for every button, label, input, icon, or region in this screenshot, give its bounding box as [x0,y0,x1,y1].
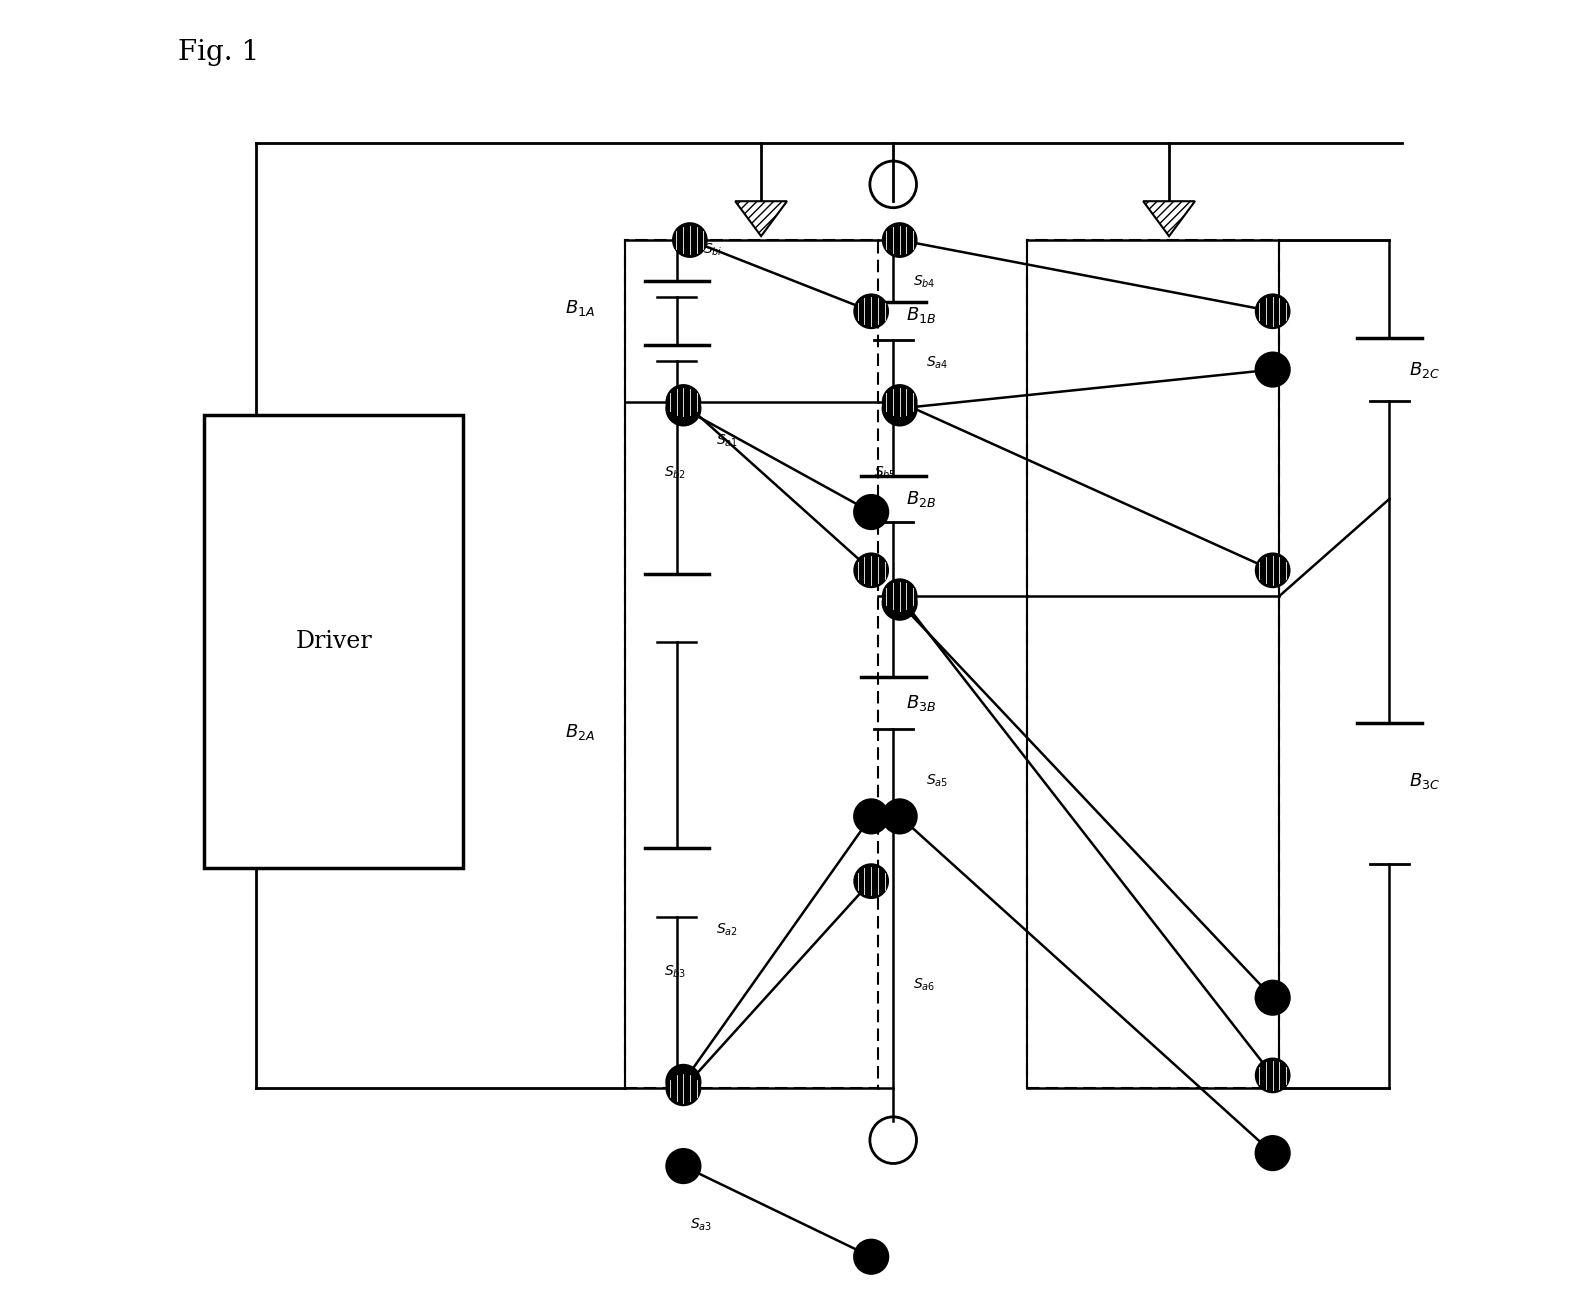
Polygon shape [735,202,787,236]
Circle shape [1256,1136,1289,1170]
Circle shape [883,224,916,257]
Circle shape [666,1149,700,1183]
Circle shape [883,586,916,619]
Text: $S_{a3}$: $S_{a3}$ [689,1216,711,1233]
Circle shape [1256,980,1289,1014]
Bar [1026,240,1280,1088]
Circle shape [674,224,707,257]
Circle shape [883,580,916,613]
Circle shape [855,864,888,898]
Text: $B_{1B}$: $B_{1B}$ [907,305,937,325]
Text: $B_{3B}$: $B_{3B}$ [907,692,937,713]
Text: Fig. 1: Fig. 1 [178,39,260,67]
Text: $S_{a4}$: $S_{a4}$ [926,355,948,372]
Text: $B_{3C}$: $B_{3C}$ [1409,771,1440,791]
Text: $S_{bi}$: $S_{bi}$ [704,242,722,258]
Circle shape [855,554,888,588]
Text: $B_{2C}$: $B_{2C}$ [1409,360,1440,380]
Circle shape [1256,295,1289,329]
Text: $S_{a5}$: $S_{a5}$ [926,772,948,789]
Circle shape [883,391,916,425]
Text: $S_{a2}$: $S_{a2}$ [716,922,738,939]
Text: $S_{b2}$: $S_{b2}$ [664,465,686,482]
Text: $B_{1A}$: $B_{1A}$ [565,298,595,318]
Circle shape [855,495,888,529]
Text: $S_{b5}$: $S_{b5}$ [874,465,896,482]
Text: $B_{2B}$: $B_{2B}$ [907,490,937,509]
Bar [625,240,878,1088]
Circle shape [666,1066,700,1098]
Circle shape [883,800,916,834]
Text: $S_{a6}$: $S_{a6}$ [913,977,935,994]
Circle shape [883,385,916,419]
Circle shape [855,800,888,834]
Circle shape [1256,352,1289,386]
Text: $S_{b3}$: $S_{b3}$ [664,963,686,980]
Circle shape [666,385,700,419]
Circle shape [1256,554,1289,588]
Text: $B_{2A}$: $B_{2A}$ [565,723,595,742]
Circle shape [855,1240,888,1274]
Text: $S_{a1}$: $S_{a1}$ [716,432,738,449]
Circle shape [666,1072,700,1105]
Text: $S_{b6}$: $S_{b6}$ [874,814,896,831]
Circle shape [855,295,888,329]
Circle shape [666,391,700,425]
Text: $S_{b4}$: $S_{b4}$ [913,274,935,291]
Circle shape [1256,1059,1289,1092]
Polygon shape [1143,202,1195,236]
Text: Driver: Driver [296,630,371,653]
Bar [205,415,463,868]
